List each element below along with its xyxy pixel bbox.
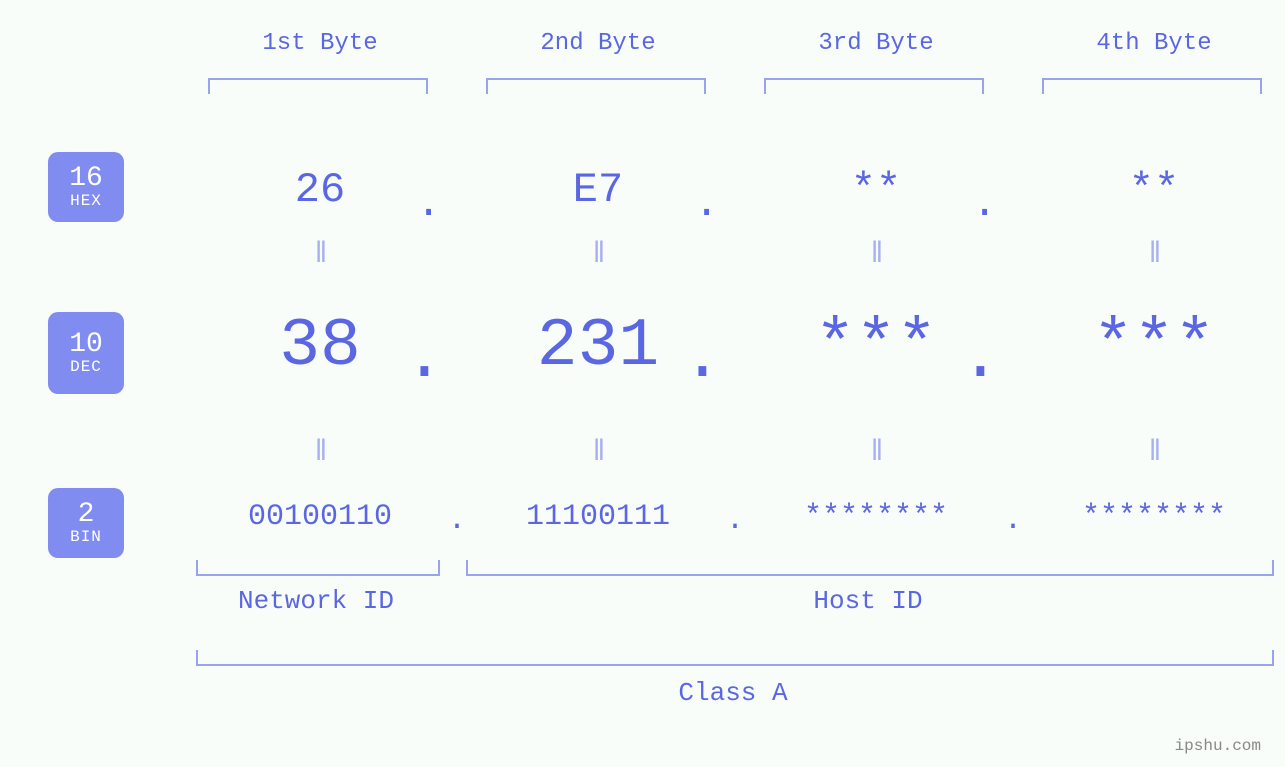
- base-badge-bin-tag: BIN: [48, 529, 124, 546]
- bin-byte-4: ********: [1014, 500, 1285, 534]
- base-badge-hex-num: 16: [48, 164, 124, 193]
- watermark: ipshu.com: [1175, 737, 1261, 755]
- hex-dot-2: .: [694, 180, 719, 228]
- host-id-label: Host ID: [466, 586, 1270, 616]
- hex-byte-4: **: [1034, 166, 1274, 214]
- eq-hex-dec-1: ǁ: [300, 238, 340, 272]
- hex-byte-1: 26: [200, 166, 440, 214]
- network-id-label: Network ID: [196, 586, 436, 616]
- ip-bytes-diagram: 1st Byte 2nd Byte 3rd Byte 4th Byte 16 H…: [0, 0, 1285, 767]
- byte-bracket-2: [486, 78, 706, 94]
- bin-byte-2: 11100111: [458, 500, 738, 534]
- hex-dot-1: .: [416, 180, 441, 228]
- byte-bracket-1: [208, 78, 428, 94]
- host-id-bracket: [466, 560, 1274, 576]
- byte-header-3: 3rd Byte: [756, 30, 996, 57]
- dec-dot-1: .: [404, 320, 445, 397]
- bin-dot-2: .: [726, 504, 744, 538]
- bin-dot-3: .: [1004, 504, 1022, 538]
- eq-dec-bin-1: ǁ: [300, 436, 340, 470]
- bin-byte-3: ********: [736, 500, 1016, 534]
- eq-dec-bin-2: ǁ: [578, 436, 618, 470]
- eq-dec-bin-3: ǁ: [856, 436, 896, 470]
- dec-dot-2: .: [682, 320, 723, 397]
- dec-dot-3: .: [960, 320, 1001, 397]
- class-bracket: [196, 650, 1274, 666]
- network-id-bracket: [196, 560, 440, 576]
- eq-dec-bin-4: ǁ: [1134, 436, 1174, 470]
- base-badge-hex: 16 HEX: [48, 152, 124, 222]
- eq-hex-dec-4: ǁ: [1134, 238, 1174, 272]
- hex-byte-3: **: [756, 166, 996, 214]
- base-badge-bin-num: 2: [48, 500, 124, 529]
- dec-byte-4: ***: [1034, 308, 1274, 385]
- eq-hex-dec-2: ǁ: [578, 238, 618, 272]
- byte-header-1: 1st Byte: [200, 30, 440, 57]
- byte-bracket-3: [764, 78, 984, 94]
- base-badge-dec: 10 DEC: [48, 312, 124, 394]
- byte-header-2: 2nd Byte: [478, 30, 718, 57]
- byte-header-4: 4th Byte: [1034, 30, 1274, 57]
- eq-hex-dec-3: ǁ: [856, 238, 896, 272]
- base-badge-dec-num: 10: [48, 330, 124, 359]
- hex-byte-2: E7: [478, 166, 718, 214]
- bin-byte-1: 00100110: [180, 500, 460, 534]
- base-badge-bin: 2 BIN: [48, 488, 124, 558]
- class-label: Class A: [196, 678, 1270, 708]
- byte-bracket-4: [1042, 78, 1262, 94]
- hex-dot-3: .: [972, 180, 997, 228]
- bin-dot-1: .: [448, 504, 466, 538]
- base-badge-hex-tag: HEX: [48, 193, 124, 210]
- base-badge-dec-tag: DEC: [48, 359, 124, 376]
